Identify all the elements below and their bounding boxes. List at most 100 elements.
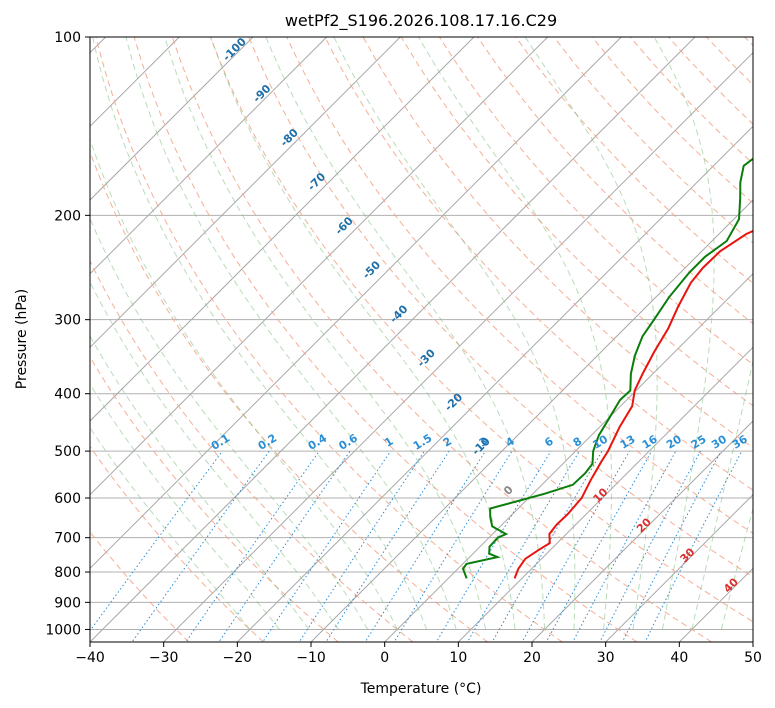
mixing-ratio-line [621,450,722,642]
mixing-ratio-line [466,450,580,642]
moist-adiabat-label: -70 [305,170,328,193]
moist-adiabat-line [418,37,613,630]
y-tick-label: 200 [54,208,81,224]
isotherm-line [457,346,753,642]
isotherm-line [163,51,753,642]
dry-adiabat-line [95,37,563,642]
x-tick-label: 40 [670,650,688,666]
dry-adiabat-line [210,37,753,623]
isotherm-line [605,493,753,642]
mixing-ratio-label: 0.4 [306,431,330,453]
mixing-ratio-label: 16 [640,432,660,451]
moist-adiabat-line [90,426,251,630]
mixing-ratio-line [572,450,677,642]
isotherm-line [384,272,753,642]
x-tick-label: −10 [296,650,326,666]
isotherm-line [531,420,753,642]
x-axis-label: Temperature (°C) [360,681,482,697]
dry-adiabat-line [90,356,339,642]
isotherm-line [90,37,475,422]
mixing-ratio-line [545,450,653,642]
moist-adiabat-label: -40 [387,302,410,325]
dry-adiabat-line [90,445,264,642]
y-tick-label: 500 [54,444,81,460]
y-tick-label: 400 [54,387,81,403]
mixing-ratio-label: 0.1 [209,431,232,452]
dry-adiabat-line [706,37,753,86]
dry-adiabat-line [171,37,712,642]
moist-adiabat-line [92,37,428,630]
moist-adiabat-label: -30 [415,346,438,369]
moist-adiabat-line [333,37,576,630]
mixing-ratio-label: 6 [542,434,556,449]
dry-adiabat-line [324,37,753,491]
dewpoint-line [461,157,753,579]
dry-adiabat-line [286,37,753,534]
mixing-ratio-line [491,450,603,642]
dry-adiabat-label: 10 [591,485,611,505]
y-tick-label: 800 [54,565,81,581]
mixing-ratio-line [364,450,486,642]
moist-adiabat-label: 0 [501,483,516,498]
mixing-ratio-label: 25 [689,433,709,452]
mixing-ratio-label: 30 [709,432,729,451]
mixing-ratio-label: 20 [664,432,684,451]
mixing-ratio-line [325,450,450,642]
plot-frame [89,36,754,643]
isotherm-line [90,37,549,496]
x-tick-label: −40 [75,650,105,666]
moist-adiabat-label: -10 [470,435,493,458]
mixing-ratio-line [262,450,392,642]
moist-adiabat-line [653,37,715,630]
x-tick-label: 0 [380,650,389,666]
isotherm-line [310,199,753,642]
y-axis-label: Pressure (hPa) [14,289,30,389]
temperature-line [513,229,753,579]
y-tick-label: 600 [54,491,81,507]
dry-adiabat-line [515,37,753,284]
moist-adiabat-label: -80 [278,126,301,149]
mixing-ratio-label: 1.5 [411,431,434,452]
mixing-ratio-line [393,450,513,642]
axes: −40 −30 −20 −10 0 10 20 30 40 5010020030040050060… [45,30,762,666]
dry-adiabat-label: 30 [678,545,698,565]
background-lines [90,37,753,642]
chart-title: wetPf2_S196.2026.108.17.16.C29 [285,11,557,31]
moist-adiabat-line [125,37,457,630]
mixing-ratio-line [218,450,351,642]
dry-adiabat-line [477,37,753,325]
moist-adiabat-line [164,37,487,630]
dry-adiabat-line [248,37,753,578]
y-tick-label: 700 [54,531,81,547]
x-tick-label: 50 [744,650,762,666]
moist-adiabat-line [90,217,369,630]
isotherm-line [90,37,622,570]
mixing-ratio-label: 1 [382,435,395,450]
isotherm-line [752,641,753,642]
moist-adiabat-line [90,280,339,630]
mixing-ratio-line [298,450,425,642]
mixing-ratio-line [185,450,320,642]
moist-adiabat-line [524,37,658,630]
isotherm-line [90,37,254,201]
moist-adiabat-line [210,37,516,630]
moist-adiabat-label: -100 [220,35,249,64]
dry-adiabat-line [133,37,638,642]
dry-adiabat-line [90,259,414,642]
mixing-ratio-line [131,450,270,642]
mixing-ratio-line [90,450,223,632]
x-tick-label: 20 [523,650,541,666]
moist-adiabat-line [90,137,398,630]
dry-adiabat-line [90,150,488,642]
isotherm-line [90,37,696,642]
series-group [461,157,753,579]
mixing-ratio-line [599,450,701,642]
moist-adiabat-line [90,335,310,630]
mixing-ratio-label: 8 [571,435,584,450]
x-tick-label: −30 [149,650,179,666]
moist-adiabat-line [90,383,280,630]
x-tick-label: 30 [597,650,615,666]
isotherm-line [236,125,753,642]
mixing-ratio-label: 13 [618,433,638,452]
